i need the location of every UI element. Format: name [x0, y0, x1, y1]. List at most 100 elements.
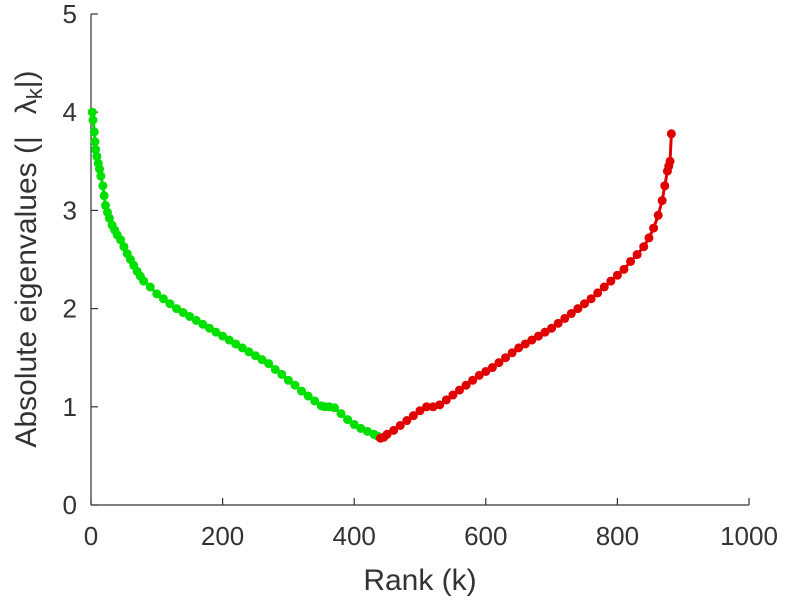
ticks: 0 200 400 600 800 1000 0 1 2 3 4 5	[63, 0, 778, 551]
data-point	[204, 323, 214, 333]
y-axis-title-subscript: k	[22, 87, 47, 99]
x-tick-label: 200	[201, 521, 244, 551]
data-point	[644, 233, 654, 243]
data-point	[89, 127, 99, 137]
data-point	[461, 380, 471, 390]
data-point	[283, 375, 293, 385]
data-point	[474, 370, 484, 380]
data-point	[402, 416, 412, 426]
data-point	[560, 313, 570, 323]
data-point	[152, 289, 162, 299]
data-point	[297, 386, 307, 396]
x-tick-label: 800	[596, 521, 639, 551]
data-point	[185, 311, 195, 321]
data-point	[653, 210, 663, 220]
data-point	[329, 403, 339, 413]
x-axis-title: Rank (k)	[363, 564, 476, 597]
data-point	[481, 366, 491, 376]
data-point	[507, 348, 517, 358]
x-tick-label: 1000	[720, 521, 778, 551]
data-point	[91, 145, 101, 155]
data-point	[408, 411, 418, 421]
data-point	[343, 415, 353, 425]
data-point	[448, 390, 458, 400]
data-point	[514, 343, 524, 353]
data-point	[382, 429, 392, 439]
data-point	[593, 288, 603, 298]
data-point	[165, 299, 175, 309]
data-point	[395, 420, 405, 430]
data-point	[639, 242, 649, 252]
data-point	[441, 395, 451, 405]
axes	[90, 14, 749, 506]
series-0	[87, 107, 383, 441]
data-point	[139, 276, 149, 286]
data-point	[119, 242, 129, 252]
data-point	[95, 164, 105, 174]
data-point	[99, 191, 109, 201]
data-point	[435, 400, 445, 410]
x-tick-label: 400	[333, 521, 376, 551]
data-point	[104, 213, 114, 223]
data-point	[619, 264, 629, 274]
data-point	[100, 200, 110, 210]
data-point	[422, 402, 432, 412]
y-axis-title-close: |)	[10, 70, 43, 88]
data-point	[573, 304, 583, 314]
data-point	[231, 339, 241, 349]
data-point	[580, 299, 589, 309]
data-point	[264, 359, 274, 369]
data-point	[586, 294, 596, 304]
data-point	[277, 369, 287, 379]
x-tick-label: 600	[464, 521, 507, 551]
data-point	[540, 327, 550, 337]
data-point	[87, 107, 97, 117]
y-axis-title-symbol: λ	[10, 99, 43, 114]
data-point	[224, 335, 234, 345]
data-point	[487, 363, 497, 373]
data-point	[198, 319, 208, 329]
data-point	[547, 323, 557, 333]
data-point	[178, 308, 188, 318]
data-point	[665, 156, 675, 166]
data-point	[251, 351, 260, 361]
series-line	[380, 133, 673, 440]
data-point	[389, 425, 399, 435]
data-point	[626, 256, 636, 266]
y-axis-title-text: Absolute eigenvalues (|	[10, 136, 43, 447]
data-point	[211, 327, 221, 337]
y-tick-label: 2	[63, 294, 77, 324]
data-point	[527, 335, 537, 345]
data-point	[116, 235, 126, 245]
data-point	[632, 250, 642, 260]
data-point	[468, 375, 478, 385]
data-point	[649, 223, 659, 233]
data-point	[415, 406, 425, 416]
data-point	[336, 409, 346, 419]
y-tick-label: 4	[63, 97, 77, 127]
y-tick-label: 1	[63, 392, 77, 422]
data-point	[88, 115, 98, 125]
data-point	[257, 355, 267, 365]
y-tick-label: 3	[63, 195, 77, 225]
data-point	[96, 171, 106, 181]
data-point	[657, 196, 667, 206]
data-point	[612, 270, 622, 280]
data-point	[90, 137, 100, 147]
y-tick-label: 5	[63, 0, 77, 29]
data-point	[303, 391, 313, 401]
data-point	[501, 353, 511, 363]
data-point	[270, 364, 280, 374]
x-tick-label: 0	[84, 521, 98, 551]
data-point	[553, 318, 563, 328]
data-point	[349, 419, 359, 429]
data-point	[310, 396, 320, 406]
data-point	[666, 129, 676, 139]
data-point	[191, 315, 201, 325]
data-point	[172, 304, 182, 314]
data-point	[520, 339, 530, 349]
data-point	[98, 181, 108, 191]
data-point	[566, 309, 576, 319]
data-point	[145, 282, 155, 292]
